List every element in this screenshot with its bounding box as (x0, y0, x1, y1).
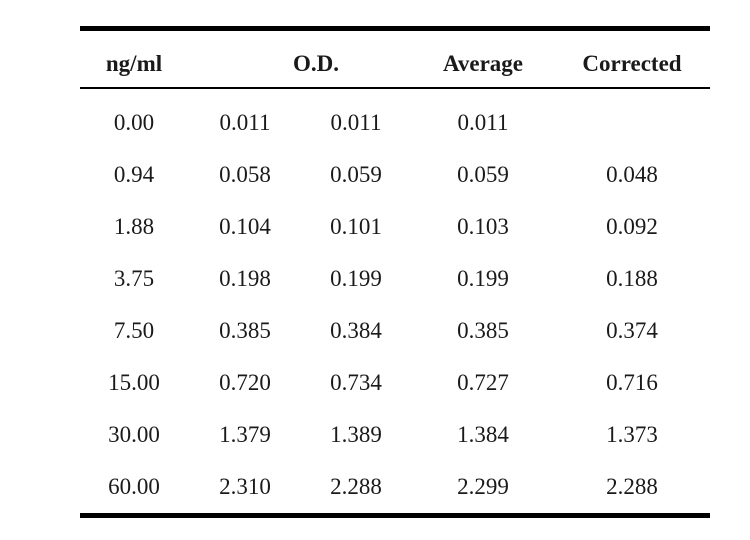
standard-curve-table: ng/ml O.D. Average Corrected 0.00 0.011 … (80, 26, 710, 518)
table-row: 15.00 0.720 0.734 0.727 0.716 (80, 357, 710, 409)
cell-corrected: 0.188 (606, 266, 658, 291)
table-header-row: ng/ml O.D. Average Corrected (80, 31, 710, 87)
cell-od-2: 0.384 (330, 318, 382, 343)
table-top-rule (80, 26, 710, 31)
cell-ng-ml: 0.94 (113, 162, 155, 187)
table-row: 30.00 1.379 1.389 1.384 1.373 (80, 409, 710, 461)
cell-ng-ml: 60.00 (108, 474, 160, 499)
table-row: 0.94 0.058 0.059 0.059 0.048 (80, 149, 710, 201)
table-row: 0.00 0.011 0.011 0.011 (80, 97, 710, 149)
cell-od-1: 0.720 (219, 370, 271, 395)
cell-od-2: 0.011 (330, 110, 382, 135)
cell-ng-ml: 1.88 (113, 214, 155, 239)
cell-od-2: 2.288 (330, 474, 382, 499)
cell-corrected: 0.048 (606, 162, 658, 187)
table-row: 7.50 0.385 0.384 0.385 0.374 (80, 305, 710, 357)
cell-ng-ml: 0.00 (113, 110, 155, 135)
cell-od-1: 2.310 (219, 474, 271, 499)
cell-corrected: 2.288 (606, 474, 658, 499)
cell-od-1: 0.058 (219, 162, 271, 187)
header-ng-ml: ng/ml (105, 51, 163, 76)
table-row: 1.88 0.104 0.101 0.103 0.092 (80, 201, 710, 253)
cell-corrected: 0.374 (606, 318, 658, 343)
cell-average: 0.199 (457, 266, 509, 291)
cell-od-2: 0.199 (330, 266, 382, 291)
cell-od-1: 1.379 (219, 422, 271, 447)
cell-od-1: 0.385 (219, 318, 271, 343)
header-od: O.D. (293, 51, 339, 76)
cell-average: 0.011 (457, 110, 509, 135)
cell-average: 1.384 (457, 422, 509, 447)
cell-corrected: 0.716 (606, 370, 658, 395)
table-body: 0.00 0.011 0.011 0.011 0.94 0.058 0.059 … (80, 89, 710, 513)
cell-od-1: 0.104 (219, 214, 271, 239)
cell-average: 0.385 (457, 318, 509, 343)
cell-od-2: 0.059 (330, 162, 382, 187)
header-average: Average (442, 51, 524, 76)
header-corrected: Corrected (582, 51, 682, 76)
cell-od-2: 1.389 (330, 422, 382, 447)
cell-ng-ml: 15.00 (108, 370, 160, 395)
cell-average: 0.059 (457, 162, 509, 187)
cell-average: 0.103 (457, 214, 509, 239)
cell-od-1: 0.011 (219, 110, 271, 135)
cell-ng-ml: 7.50 (113, 318, 155, 343)
cell-ng-ml: 3.75 (113, 266, 155, 291)
cell-od-2: 0.734 (330, 370, 382, 395)
table-header-rule (80, 87, 710, 89)
cell-corrected: 1.373 (606, 422, 658, 447)
cell-average: 0.727 (457, 370, 509, 395)
table-row: 60.00 2.310 2.288 2.299 2.288 (80, 461, 710, 513)
cell-average: 2.299 (457, 474, 509, 499)
cell-od-1: 0.198 (219, 266, 271, 291)
cell-od-2: 0.101 (330, 214, 382, 239)
cell-corrected: 0.092 (606, 214, 658, 239)
cell-ng-ml: 30.00 (108, 422, 160, 447)
table-bottom-rule (80, 513, 710, 518)
table-row: 3.75 0.198 0.199 0.199 0.188 (80, 253, 710, 305)
